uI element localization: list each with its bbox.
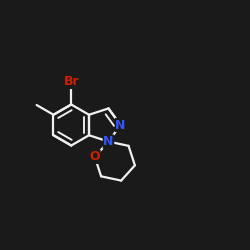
Text: Br: Br (64, 76, 79, 88)
Text: O: O (90, 150, 100, 163)
Text: N: N (115, 118, 126, 132)
Text: N: N (103, 135, 114, 148)
